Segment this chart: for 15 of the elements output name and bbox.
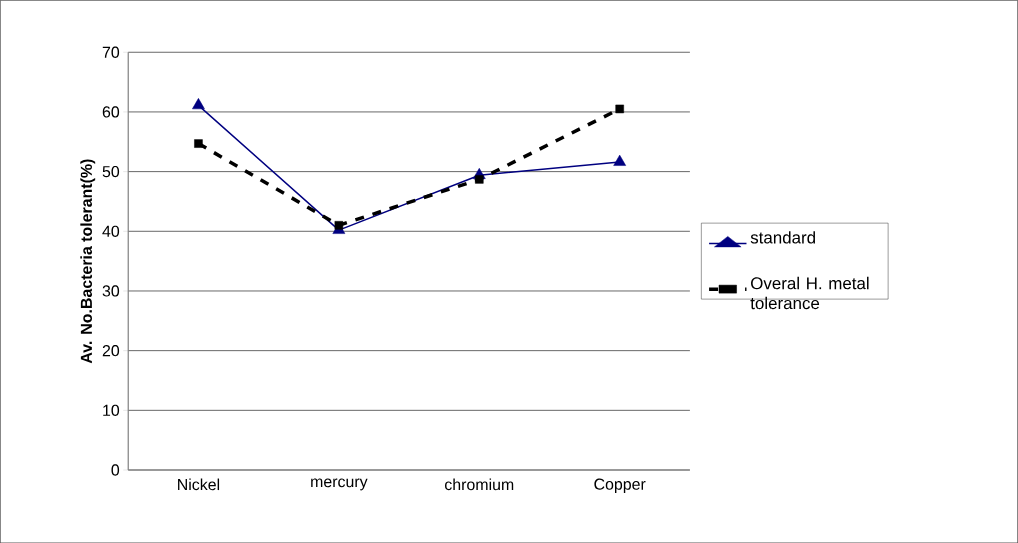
y-axis-title: Av. No.Bacteria tolerant(%)	[80, 159, 96, 364]
x-tick-label: chromium	[444, 478, 514, 491]
y-tick-label: 40	[102, 225, 120, 237]
y-tick-label: 50	[102, 165, 120, 178]
y-tick-label: 60	[102, 106, 120, 118]
y-tick-label: 0	[111, 464, 120, 476]
x-tick-label: Copper	[594, 478, 646, 493]
y-tick-label: 10	[103, 404, 120, 416]
legend-label: Overal H. metal tolerance	[750, 276, 869, 310]
y-tick-label: 70	[102, 46, 120, 58]
legend-label: standard	[750, 231, 815, 244]
y-tick-label: 30	[102, 285, 120, 297]
x-tick-label: Nickel	[178, 478, 220, 491]
y-tick-label: 20	[102, 344, 120, 357]
x-tick-label: mercury	[311, 478, 368, 491]
